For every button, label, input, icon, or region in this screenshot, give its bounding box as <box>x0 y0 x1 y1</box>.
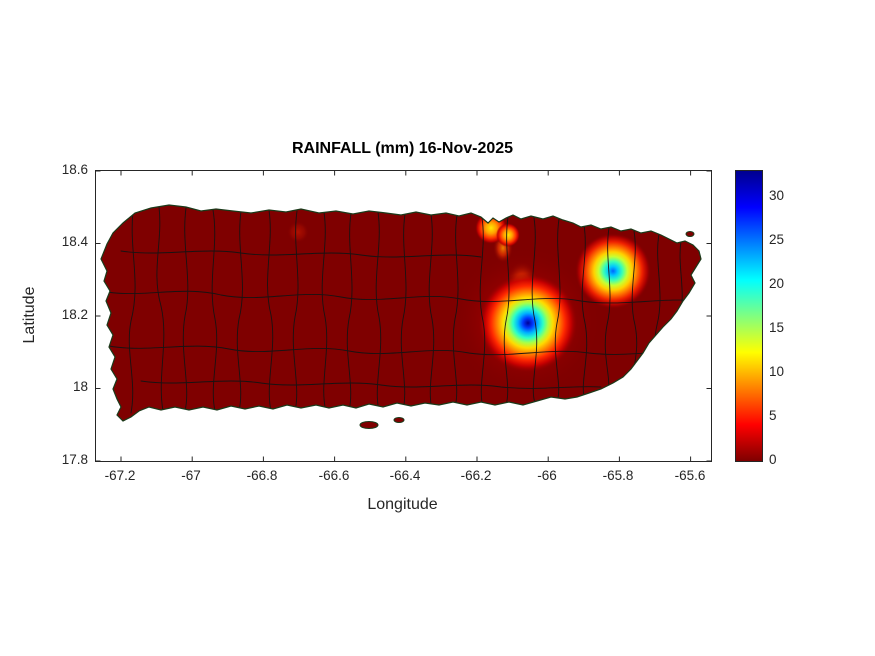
rainfall-field <box>101 205 701 421</box>
colorbar-tick-label: 5 <box>769 408 777 423</box>
x-tick-label: -66.2 <box>460 468 492 483</box>
coastline-outline <box>100 204 702 422</box>
offshore-islets <box>359 231 695 429</box>
x-tick-label: -66.8 <box>246 468 278 483</box>
x-tick-label: -67.2 <box>104 468 136 483</box>
y-tick-label: 17.8 <box>61 452 88 467</box>
x-tick-label: -67 <box>181 468 201 483</box>
x-tick-label: -66.4 <box>389 468 421 483</box>
colorbar-tick-label: 30 <box>769 188 785 203</box>
rain-hotspot-east <box>575 233 651 309</box>
x-tick-label: -65.8 <box>602 468 634 483</box>
y-tick-label: 18.6 <box>61 162 88 177</box>
colorbar <box>735 170 763 462</box>
colorbar-tick-label: 10 <box>769 364 785 379</box>
colorbar-tick-label: 0 <box>769 452 777 467</box>
chart-title: RAINFALL (mm) 16-Nov-2025 <box>291 140 514 157</box>
y-axis-label: Latitude <box>21 286 38 344</box>
y-tick-label: 18 <box>72 379 88 394</box>
x-tick-label: -65.6 <box>674 468 706 483</box>
x-axis-label: Longitude <box>367 496 438 513</box>
axis-tick-marks <box>96 171 711 461</box>
plot-area <box>95 170 712 462</box>
colorbar-tick-label: 25 <box>769 232 785 247</box>
rain-hotspot-coastal <box>496 223 520 247</box>
y-tick-label: 18.2 <box>61 307 88 322</box>
x-tick-label: -66 <box>537 468 557 483</box>
rain-hotspot-main <box>478 273 578 373</box>
puerto-rico-rainfall-map <box>96 171 711 461</box>
x-tick-label: -66.6 <box>318 468 350 483</box>
municipal-boundaries <box>101 206 701 414</box>
rain-faint-spot <box>287 221 309 243</box>
colorbar-tick-label: 15 <box>769 320 785 335</box>
y-tick-label: 18.4 <box>61 234 88 249</box>
colorbar-tick-label: 20 <box>769 276 785 291</box>
